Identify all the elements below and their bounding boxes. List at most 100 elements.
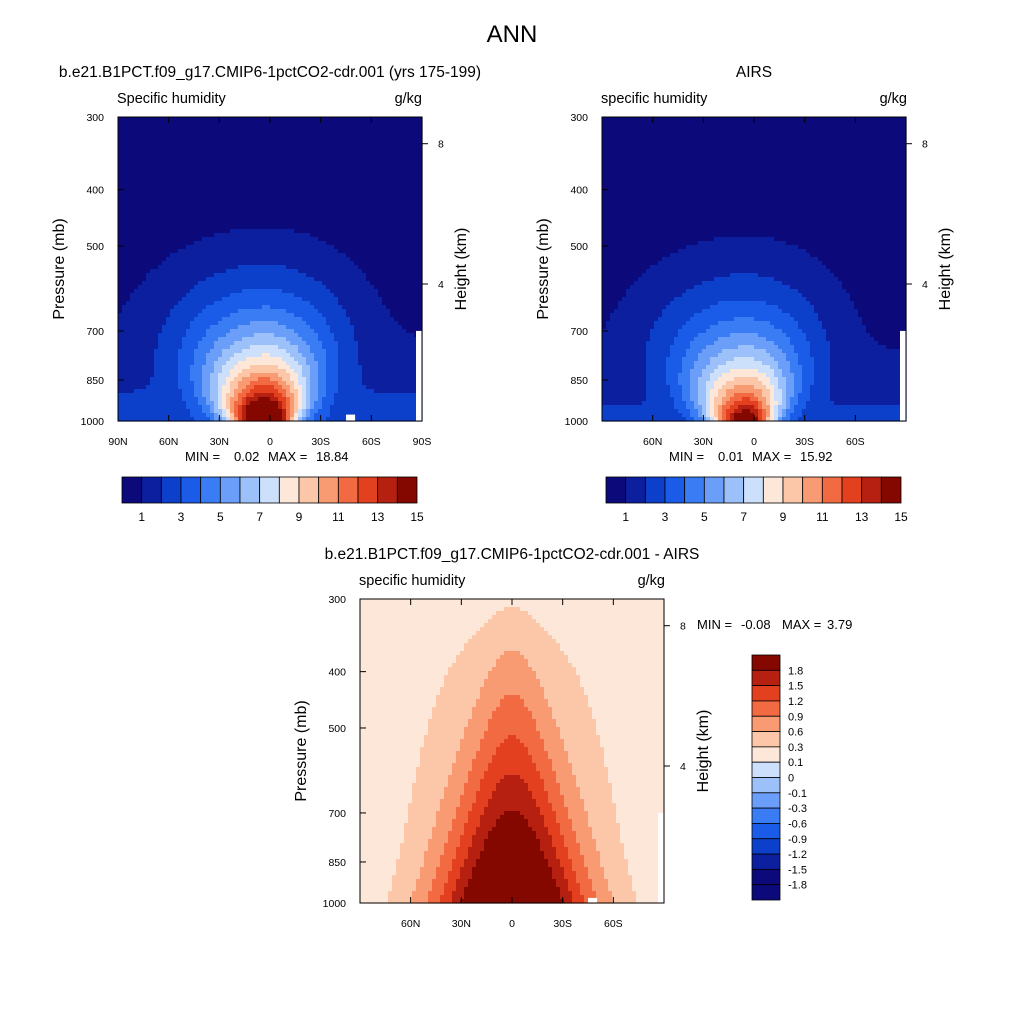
heatmap-cell <box>262 237 267 242</box>
heatmap-cell <box>310 329 315 334</box>
heatmap-cell <box>366 169 371 174</box>
heatmap-cell <box>358 361 363 366</box>
heatmap-cell <box>202 329 207 334</box>
heatmap-cell <box>246 289 251 294</box>
heatmap-cell <box>418 145 423 150</box>
heatmap-cell <box>234 241 239 246</box>
heatmap-cell <box>406 209 411 214</box>
heatmap-cell <box>162 341 167 346</box>
heatmap-cell <box>166 181 171 186</box>
heatmap-cell <box>246 285 251 290</box>
heatmap-cell <box>274 321 279 326</box>
heatmap-cell <box>358 317 363 322</box>
heatmap-cell <box>342 329 347 334</box>
heatmap-cell <box>274 129 279 134</box>
heatmap-cell <box>390 129 395 134</box>
heatmap-cell <box>406 297 411 302</box>
heatmap-cell <box>206 145 211 150</box>
heatmap-cell <box>142 261 147 266</box>
heatmap-cell <box>178 125 183 130</box>
heatmap-cell <box>170 301 175 306</box>
heatmap-cell <box>282 213 287 218</box>
heatmap-cell <box>382 321 387 326</box>
heatmap-cell <box>166 289 171 294</box>
heatmap-cell <box>270 133 275 138</box>
heatmap-cell <box>210 121 215 126</box>
heatmap-cell <box>334 261 339 266</box>
heatmap-cell <box>222 353 227 358</box>
heatmap-cell <box>362 297 367 302</box>
heatmap-cell <box>270 241 275 246</box>
heatmap-cell <box>162 313 167 318</box>
heatmap-cell <box>126 245 131 250</box>
heatmap-cell <box>318 273 323 278</box>
heatmap-cell <box>162 249 167 254</box>
heatmap-cell <box>226 217 231 222</box>
heatmap-cell <box>166 169 171 174</box>
heatmap-cell <box>158 337 163 342</box>
heatmap-cell <box>290 265 295 270</box>
heatmap-cell <box>330 269 335 274</box>
heatmap-cell <box>194 193 199 198</box>
heatmap-cell <box>210 309 215 314</box>
heatmap-cell <box>174 153 179 158</box>
heatmap-cell <box>182 301 187 306</box>
heatmap-cell <box>414 165 419 170</box>
heatmap-cell <box>242 317 247 322</box>
heatmap-cell <box>366 325 371 330</box>
heatmap-cell <box>142 173 147 178</box>
heatmap-cell <box>198 285 203 290</box>
heatmap-cell <box>382 297 387 302</box>
heatmap-cell <box>346 217 351 222</box>
heatmap-cell <box>282 137 287 142</box>
heatmap-cell <box>342 277 347 282</box>
heatmap-cell <box>238 349 243 354</box>
heatmap-cell <box>198 317 203 322</box>
heatmap-cell <box>214 249 219 254</box>
heatmap-cell <box>410 209 415 214</box>
heatmap-cell <box>354 353 359 358</box>
heatmap-cell <box>406 121 411 126</box>
heatmap-cell <box>326 361 331 366</box>
heatmap-cell <box>374 249 379 254</box>
heatmap-cell <box>222 253 227 258</box>
heatmap-cell <box>354 321 359 326</box>
heatmap-cell <box>178 181 183 186</box>
heatmap-cell <box>350 313 355 318</box>
heatmap-cell <box>398 181 403 186</box>
heatmap-cell <box>334 129 339 134</box>
heatmap-cell <box>162 153 167 158</box>
heatmap-cell <box>234 309 239 314</box>
heatmap-cell <box>374 357 379 362</box>
heatmap-cell <box>146 217 151 222</box>
heatmap-cell <box>286 289 291 294</box>
heatmap-cell <box>310 137 315 142</box>
heatmap-cell <box>150 129 155 134</box>
heatmap-cell <box>118 269 123 274</box>
heatmap-cell <box>178 365 183 370</box>
heatmap-cell <box>254 225 259 230</box>
heatmap-cell <box>394 185 399 190</box>
heatmap-cell <box>150 317 155 322</box>
heatmap-cell <box>390 373 395 378</box>
heatmap-cell <box>170 229 175 234</box>
heatmap-cell <box>338 149 343 154</box>
heatmap-cell <box>394 333 399 338</box>
heatmap-cell <box>182 265 187 270</box>
heatmap-cell <box>130 377 135 382</box>
heatmap-cell <box>194 145 199 150</box>
heatmap-cell <box>326 245 331 250</box>
heatmap-cell <box>222 125 227 130</box>
heatmap-cell <box>362 149 367 154</box>
heatmap-cell <box>386 333 391 338</box>
heatmap-cell <box>370 329 375 334</box>
heatmap-cell <box>150 309 155 314</box>
heatmap-cell <box>358 349 363 354</box>
heatmap-cell <box>150 269 155 274</box>
heatmap-cell <box>278 349 283 354</box>
heatmap-cell <box>222 369 227 374</box>
heatmap-cell <box>326 369 331 374</box>
heatmap-cell <box>302 157 307 162</box>
heatmap-cell <box>242 133 247 138</box>
heatmap-cell <box>158 133 163 138</box>
